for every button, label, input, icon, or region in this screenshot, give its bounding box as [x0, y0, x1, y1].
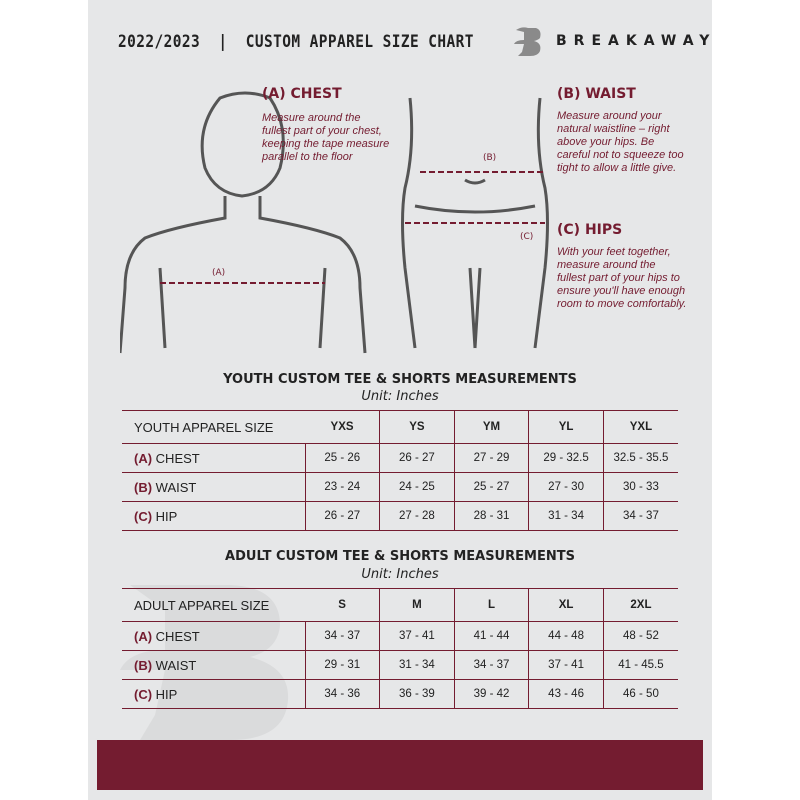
size-header: YM [453, 410, 529, 444]
waist-description: Measure around your natural waistline – … [557, 110, 684, 174]
cell: 48 - 52 [602, 621, 678, 651]
row-label: (C) HIP [122, 501, 305, 531]
cell: 34 - 37 [304, 621, 380, 651]
brand-name: BREAKAWAY [556, 33, 717, 49]
row-letter: (A) [134, 628, 153, 644]
cell: 46 - 50 [602, 679, 678, 709]
size-header: YL [528, 410, 604, 444]
cell: 29 - 31 [304, 650, 380, 680]
adult-title: ADULT CUSTOM TEE & SHORTS MEASUREMENTS [225, 549, 575, 564]
cell: 26 - 27 [379, 443, 455, 473]
row-name: WAIST [155, 479, 197, 495]
size-header: 2XL [602, 588, 678, 622]
row-label: (B) WAIST [122, 650, 305, 680]
youth-table: YOUTH APPAREL SIZE YXS YS YM YL YXL (A) CHEST 2… [122, 410, 678, 531]
size-header: M [379, 588, 455, 622]
cell: 28 - 31 [453, 501, 529, 531]
size-header: YXL [602, 410, 678, 444]
size-header: YS [379, 410, 455, 444]
row-label: (B) WAIST [122, 472, 305, 502]
waist-marker: (B) [483, 153, 497, 163]
hips-heading: (C) HIPS [557, 222, 623, 238]
chest-description: Measure around the fullest part of your … [262, 112, 390, 163]
row-name: CHEST [155, 628, 200, 644]
hips-marker: (C) [520, 232, 534, 242]
corner-label: YOUTH APPAREL SIZE [122, 410, 305, 444]
chest-marker: (A) [212, 268, 225, 278]
youth-title: YOUTH CUSTOM TEE & SHORTS MEASUREMENTS [223, 372, 577, 387]
body-diagrams: (A) [120, 91, 549, 354]
cell: 27 - 29 [453, 443, 529, 473]
cell: 31 - 34 [528, 501, 604, 531]
row-letter: (B) [134, 657, 153, 673]
table-row: (B) WAIST 23 - 24 24 - 25 25 - 27 27 - 30 30 … [122, 472, 678, 502]
size-header: L [453, 588, 529, 622]
table-row: (A) CHEST 25 - 26 26 - 27 27 - 29 29 - 32.5 3… [122, 443, 678, 473]
cell: 26 - 27 [304, 501, 380, 531]
table-row: (C) HIP 26 - 27 27 - 28 28 - 31 31 - 34 34 - … [122, 501, 678, 531]
row-name: WAIST [155, 657, 197, 673]
cell: 36 - 39 [379, 679, 455, 709]
adult-table: ADULT APPAREL SIZE S M L XL 2XL (A) CHEST 34 - … [122, 588, 678, 709]
cell: 25 - 26 [304, 443, 380, 473]
cell: 34 - 37 [453, 650, 529, 680]
cell: 23 - 24 [304, 472, 380, 502]
cell: 41 - 44 [453, 621, 529, 651]
cell: 37 - 41 [528, 650, 604, 680]
cell: 31 - 34 [379, 650, 455, 680]
row-letter: (C) [134, 686, 153, 702]
size-header: S [305, 588, 380, 622]
lower-body-figure [401, 97, 549, 349]
cell: 34 - 36 [304, 679, 380, 709]
row-letter: (A) [134, 450, 153, 466]
footer-bar [97, 740, 703, 790]
cell: 29 - 32.5 [528, 443, 604, 473]
cell: 34 - 37 [602, 501, 678, 531]
size-header: XL [528, 588, 604, 622]
upper-body-figure [120, 91, 367, 354]
corner-label: ADULT APPAREL SIZE [122, 588, 305, 622]
row-label: (A) CHEST [122, 621, 305, 651]
size-header: YXS [305, 410, 380, 444]
table-row: (B) WAIST 29 - 31 31 - 34 34 - 37 37 - 41 41 … [122, 650, 678, 680]
row-name: HIP [155, 686, 178, 702]
row-letter: (C) [134, 508, 153, 524]
header-row: ADULT APPAREL SIZE S M L XL 2XL [122, 588, 678, 622]
chest-heading: (A) CHEST [262, 86, 342, 102]
hips-description: With your feet together, measure around … [557, 246, 687, 310]
cell: 32.5 - 35.5 [602, 443, 678, 473]
cell: 39 - 42 [453, 679, 529, 709]
page-title: 2022/2023 | CUSTOM APPAREL SIZE CHART [118, 32, 474, 52]
cell: 27 - 28 [379, 501, 455, 531]
adult-unit: Unit: Inches [361, 567, 439, 582]
header-row: YOUTH APPAREL SIZE YXS YS YM YL YXL [122, 410, 678, 444]
cell: 43 - 46 [528, 679, 604, 709]
row-label: (A) CHEST [122, 443, 305, 473]
breakaway-logo-icon [514, 27, 541, 56]
cell: 24 - 25 [379, 472, 455, 502]
row-label: (C) HIP [122, 679, 305, 709]
youth-unit: Unit: Inches [361, 389, 439, 404]
cell: 30 - 33 [602, 472, 678, 502]
cell: 27 - 30 [528, 472, 604, 502]
row-letter: (B) [134, 479, 153, 495]
row-name: CHEST [155, 450, 200, 466]
row-name: HIP [155, 508, 178, 524]
cell: 37 - 41 [379, 621, 455, 651]
waist-heading: (B) WAIST [557, 86, 636, 102]
cell: 41 - 45.5 [602, 650, 678, 680]
table-row: (C) HIP 34 - 36 36 - 39 39 - 42 43 - 46 46 - … [122, 679, 678, 709]
table-row: (A) CHEST 34 - 37 37 - 41 41 - 44 44 - 48 48 … [122, 621, 678, 651]
cell: 44 - 48 [528, 621, 604, 651]
cell: 25 - 27 [453, 472, 529, 502]
